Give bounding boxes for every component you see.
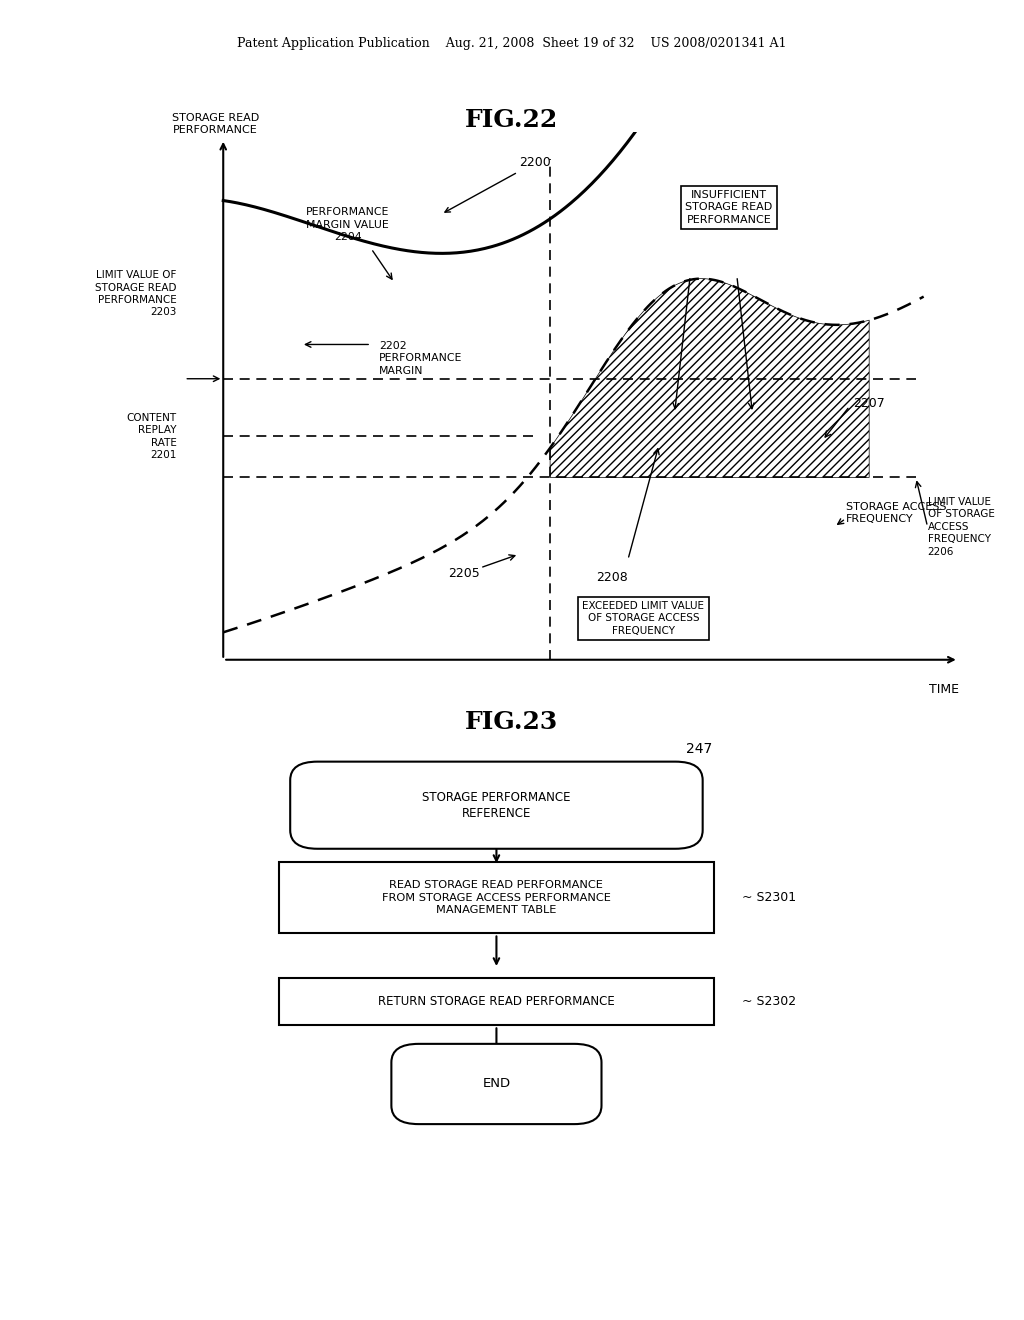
- Text: CONTENT
REPLAY
RATE
2201: CONTENT REPLAY RATE 2201: [126, 413, 176, 459]
- Text: 2207: 2207: [854, 397, 886, 411]
- Text: INSUFFICIENT
STORAGE READ
PERFORMANCE: INSUFFICIENT STORAGE READ PERFORMANCE: [685, 190, 773, 224]
- Bar: [279, 862, 715, 933]
- Text: 2202
PERFORMANCE
MARGIN: 2202 PERFORMANCE MARGIN: [379, 341, 462, 376]
- Text: END: END: [482, 1077, 511, 1090]
- Text: LIMIT VALUE OF
STORAGE READ
PERFORMANCE
2203: LIMIT VALUE OF STORAGE READ PERFORMANCE …: [95, 271, 176, 317]
- Bar: [279, 978, 715, 1026]
- FancyBboxPatch shape: [290, 762, 702, 849]
- Text: STORAGE READ
PERFORMANCE: STORAGE READ PERFORMANCE: [172, 114, 259, 135]
- Text: LIMIT VALUE
OF STORAGE
ACCESS
FREQUENCY
2206: LIMIT VALUE OF STORAGE ACCESS FREQUENCY …: [928, 498, 994, 557]
- Text: 2200: 2200: [445, 156, 551, 213]
- Text: ~ S2302: ~ S2302: [741, 995, 796, 1008]
- Text: RETURN STORAGE READ PERFORMANCE: RETURN STORAGE READ PERFORMANCE: [378, 995, 614, 1008]
- Text: STORAGE ACCESS
FREQUENCY: STORAGE ACCESS FREQUENCY: [846, 502, 946, 524]
- Text: Patent Application Publication    Aug. 21, 2008  Sheet 19 of 32    US 2008/02013: Patent Application Publication Aug. 21, …: [238, 37, 786, 50]
- Text: STORAGE PERFORMANCE
REFERENCE: STORAGE PERFORMANCE REFERENCE: [422, 791, 570, 820]
- Text: READ STORAGE READ PERFORMANCE
FROM STORAGE ACCESS PERFORMANCE
MANAGEMENT TABLE: READ STORAGE READ PERFORMANCE FROM STORA…: [382, 880, 611, 915]
- FancyBboxPatch shape: [391, 1044, 601, 1125]
- Text: ~ S2301: ~ S2301: [741, 891, 796, 904]
- Text: FIG.22: FIG.22: [465, 108, 559, 132]
- Text: 247: 247: [686, 742, 713, 756]
- Text: TIME: TIME: [929, 682, 958, 696]
- Text: 2205: 2205: [449, 566, 480, 579]
- Text: PERFORMANCE
MARGIN VALUE
2204: PERFORMANCE MARGIN VALUE 2204: [306, 207, 389, 242]
- Text: EXCEEDED LIMIT VALUE
OF STORAGE ACCESS
FREQUENCY: EXCEEDED LIMIT VALUE OF STORAGE ACCESS F…: [583, 601, 705, 636]
- Text: 2208: 2208: [596, 570, 629, 583]
- Text: FIG.23: FIG.23: [465, 710, 559, 734]
